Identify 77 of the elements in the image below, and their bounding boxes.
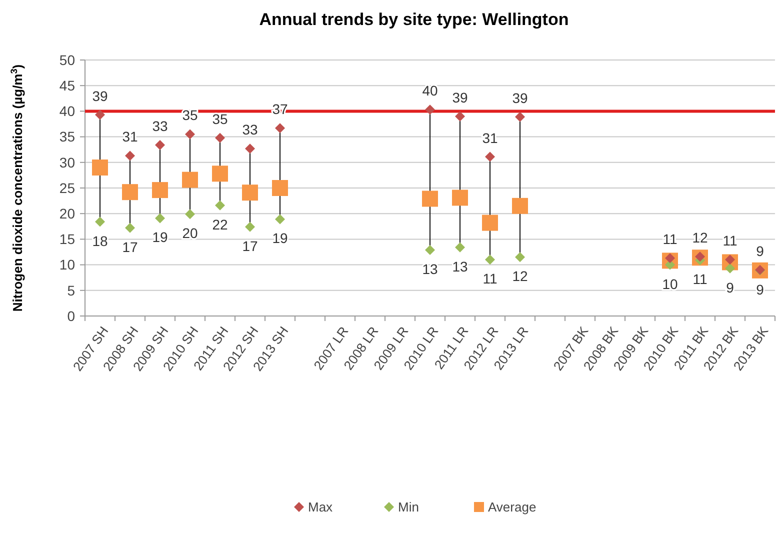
point (182, 172, 198, 188)
point (95, 110, 105, 120)
y-tick-label: 30 (59, 154, 76, 170)
point (155, 140, 165, 150)
point (425, 244, 435, 255)
y-tick-label: 20 (59, 206, 76, 222)
data-label: 39 (452, 89, 468, 106)
point (455, 242, 465, 252)
point (275, 123, 285, 134)
point (515, 112, 525, 122)
data-label: 9 (756, 281, 764, 298)
data-label: 12 (512, 268, 528, 284)
legend-label: Min (398, 500, 419, 515)
y-tick-label: 50 (59, 52, 76, 68)
point (125, 150, 135, 161)
point (485, 254, 495, 265)
data-label: 13 (452, 258, 468, 274)
data-label: 31 (122, 128, 138, 145)
y-tick-label: 15 (59, 231, 76, 248)
legend-label: Max (308, 500, 334, 515)
point (185, 209, 195, 220)
y-tick-label: 5 (67, 282, 76, 298)
point (425, 104, 435, 115)
point (515, 252, 525, 262)
point (275, 214, 285, 224)
data-label: 12 (692, 230, 708, 246)
point (482, 214, 498, 231)
point (485, 152, 495, 162)
data-label: 39 (92, 88, 108, 104)
point (245, 222, 255, 232)
data-label: 9 (726, 279, 734, 296)
point (152, 182, 168, 198)
data-label: 39 (512, 90, 528, 106)
data-label: 11 (662, 231, 678, 248)
point (512, 198, 528, 214)
point (155, 213, 165, 224)
point (122, 184, 138, 200)
y-tick-label: 35 (59, 128, 76, 145)
data-label: 18 (92, 232, 108, 249)
y-tick-label: 10 (59, 256, 76, 273)
data-label: 17 (242, 238, 258, 254)
point (272, 180, 288, 196)
data-label: 19 (272, 230, 288, 246)
point (92, 160, 108, 176)
data-label: 11 (692, 271, 708, 288)
data-label: 40 (422, 82, 438, 99)
data-label: 11 (722, 232, 738, 249)
y-tick-label: 40 (59, 103, 76, 120)
data-label: 10 (662, 276, 678, 292)
point (725, 263, 735, 274)
point (212, 166, 228, 182)
y-tick-label: 0 (67, 308, 76, 324)
point (95, 216, 105, 227)
y-tick-label: 25 (59, 180, 76, 196)
data-label: 11 (482, 270, 498, 287)
point (185, 129, 195, 140)
legend-label: Average (488, 500, 536, 515)
point (215, 132, 225, 143)
point (215, 200, 225, 210)
point (125, 222, 135, 233)
data-label: 22 (212, 216, 228, 232)
data-label: 20 (182, 225, 198, 242)
data-label: 9 (756, 242, 764, 259)
point (455, 111, 465, 122)
data-label: 13 (422, 260, 438, 277)
data-label: 33 (152, 118, 168, 134)
point (452, 190, 468, 206)
point (242, 184, 258, 201)
point (422, 190, 438, 207)
data-label: 17 (122, 238, 138, 255)
data-label: 33 (242, 122, 258, 138)
data-label: 31 (482, 130, 498, 146)
chart-title: Annual trends by site type: Wellington (259, 10, 569, 29)
data-label: 19 (152, 229, 168, 246)
y-tick-label: 45 (59, 78, 76, 94)
data-label: 35 (212, 110, 228, 127)
point (245, 144, 255, 154)
